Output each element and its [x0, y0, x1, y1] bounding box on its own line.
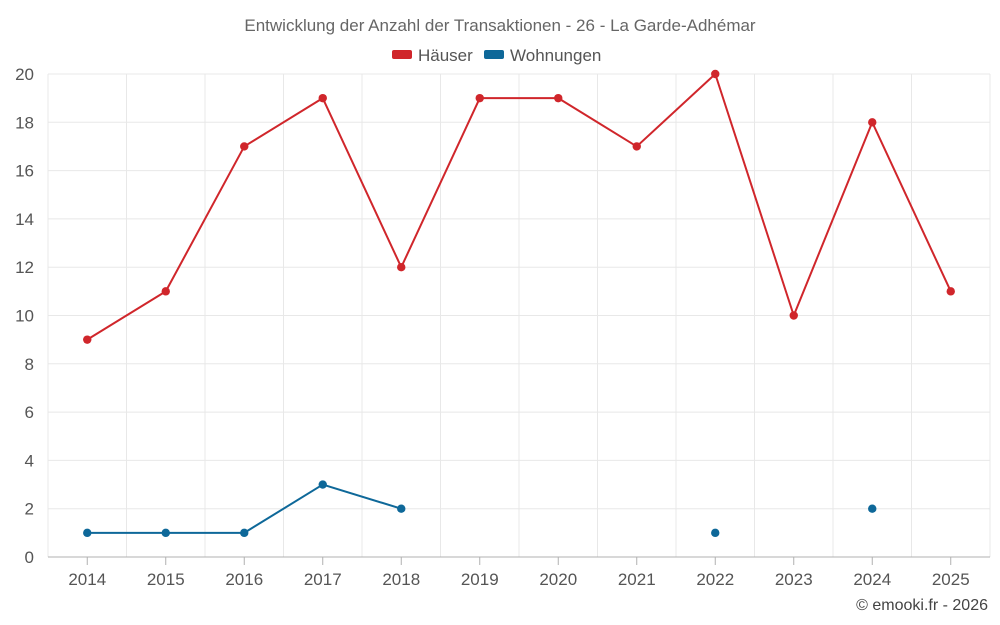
y-tick-label: 16	[15, 162, 34, 181]
data-point	[161, 287, 170, 296]
data-point	[161, 528, 170, 538]
legend: Häuser Wohnungen	[392, 46, 601, 65]
data-point	[240, 142, 249, 151]
x-tick-label: 2019	[461, 570, 499, 589]
y-tick-label: 18	[15, 113, 34, 132]
data-point	[711, 69, 720, 79]
y-tick-label: 6	[25, 403, 34, 422]
y-tick-label: 2	[25, 500, 34, 519]
series-group	[83, 69, 955, 538]
data-point	[240, 528, 249, 538]
y-tick-label: 20	[15, 65, 34, 84]
y-axis: 0 2 4 6 8 10 12 14 16 18 20	[15, 65, 34, 567]
credit-text: © emooki.fr - 2026	[856, 597, 988, 614]
data-point	[83, 335, 92, 344]
data-point	[318, 480, 327, 489]
grid	[47, 73, 991, 557]
x-axis: 2014 2015 2016 2017 2018 2019 2020 2021 2022 2023…	[48, 556, 990, 589]
x-tick-label: 2024	[853, 570, 891, 589]
data-point	[868, 118, 877, 127]
y-tick-label: 4	[25, 451, 34, 470]
y-tick-label: 0	[25, 548, 34, 567]
data-point	[554, 93, 563, 103]
series-line	[86, 73, 952, 341]
x-tick-label: 2020	[539, 570, 577, 589]
y-tick-label: 8	[25, 355, 34, 374]
series-2	[83, 480, 877, 538]
data-point	[946, 287, 955, 296]
x-tick-label: 2021	[618, 570, 656, 589]
data-point	[397, 504, 406, 513]
legend-label: Wohnungen	[510, 46, 601, 65]
x-tick-label: 2016	[225, 570, 263, 589]
y-tick-label: 14	[15, 210, 34, 229]
data-point	[397, 263, 406, 272]
data-point	[711, 528, 720, 538]
series-1	[83, 69, 955, 344]
y-tick-label: 12	[15, 258, 34, 277]
data-point	[475, 93, 484, 103]
data-point	[789, 311, 798, 320]
legend-label: Häuser	[418, 46, 473, 65]
data-point	[318, 93, 327, 103]
chart-title: Entwicklung der Anzahl der Transaktionen…	[244, 16, 756, 35]
legend-swatch	[484, 50, 504, 59]
x-tick-label: 2022	[696, 570, 734, 589]
data-point	[868, 504, 877, 513]
y-tick-label: 10	[15, 307, 34, 326]
x-tick-label: 2015	[147, 570, 185, 589]
x-tick-label: 2018	[382, 570, 420, 589]
x-tick-label: 2025	[932, 570, 970, 589]
x-tick-label: 2023	[775, 570, 813, 589]
x-tick-label: 2014	[68, 570, 106, 589]
data-point	[83, 528, 92, 538]
legend-swatch	[392, 50, 412, 59]
x-tick-label: 2017	[304, 570, 342, 589]
data-point	[632, 142, 641, 151]
